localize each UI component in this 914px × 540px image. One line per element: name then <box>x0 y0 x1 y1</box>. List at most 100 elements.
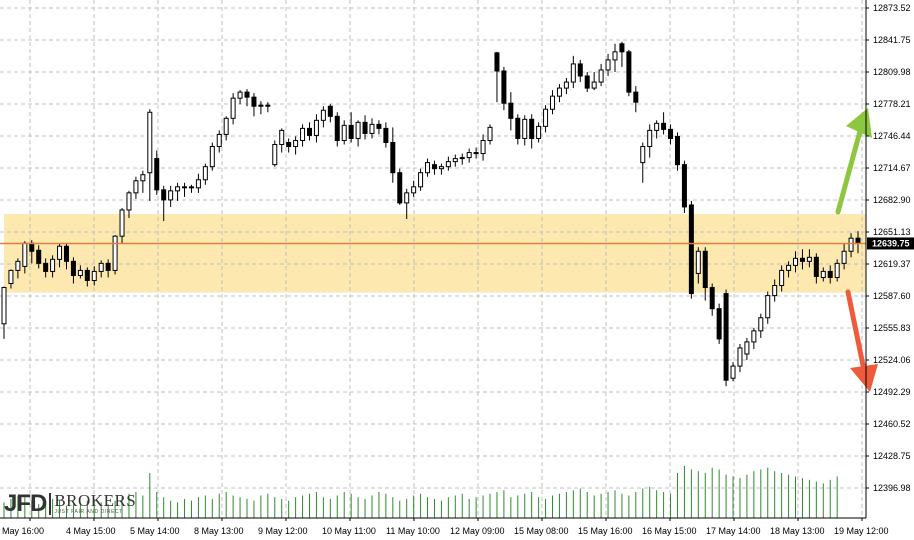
candle-body-up <box>320 109 326 121</box>
time-tick-label: 12 May 09:00 <box>450 526 505 536</box>
candle-body-up <box>605 59 611 71</box>
up-arrow-shaft <box>835 121 865 215</box>
candle-body-down <box>431 164 437 170</box>
candle-body-up <box>147 111 153 174</box>
time-tick-label: 4 May 15:00 <box>66 526 116 536</box>
time-tick-label: 15 May 08:00 <box>514 526 569 536</box>
candle-body-up <box>466 152 472 159</box>
candle-body-down <box>529 118 535 139</box>
candle-body-down <box>855 237 861 244</box>
candle-body-up <box>230 97 236 119</box>
candle-body-up <box>77 269 83 276</box>
candle-body-down <box>244 91 250 98</box>
candle-body-down <box>334 115 340 141</box>
candle-body-down <box>494 52 500 72</box>
candle-body-up <box>202 166 208 181</box>
logo-brokers-text: BROKERS <box>54 491 137 510</box>
candle-body-up <box>556 87 562 97</box>
candle-body-up <box>22 242 28 267</box>
time-tick-label: 17 May 14:00 <box>706 526 761 536</box>
price-tick-label: 12587.60 <box>873 291 911 301</box>
candle-body-down <box>390 141 396 174</box>
candle-body-up <box>848 237 854 252</box>
candle-body-up <box>209 146 215 168</box>
candle-body-down <box>661 122 667 130</box>
time-tick-label: 8 May 13:00 <box>194 526 244 536</box>
price-tick-label: 12682.90 <box>873 195 911 205</box>
candle-body-up <box>765 295 771 319</box>
current-price-badge <box>867 237 914 250</box>
candle-body-up <box>570 63 576 83</box>
candle-body-up <box>168 190 174 201</box>
candle-body-up <box>779 269 785 287</box>
price-tick-label: 12492.29 <box>873 387 911 397</box>
down-arrow-head <box>850 364 878 392</box>
candle-body-down <box>376 123 382 129</box>
candle-body-up <box>369 123 375 134</box>
candle-body-up <box>133 180 139 194</box>
time-tick-label: 18 May 13:00 <box>770 526 825 536</box>
candle-body-down <box>799 257 805 262</box>
candle-body-down <box>813 256 819 277</box>
price-tick-label: 12841.75 <box>873 35 911 45</box>
candle-body-down <box>29 242 35 252</box>
candle-body-down <box>709 287 715 310</box>
candle-body-up <box>758 317 764 332</box>
candle-body-up <box>480 139 486 155</box>
time-tick-label: 9 May 12:00 <box>258 526 308 536</box>
price-tick-label: 12396.98 <box>873 483 911 493</box>
candle-body-down <box>716 308 722 340</box>
candle-body-up <box>112 235 118 271</box>
candle-body-up <box>237 91 243 99</box>
candle-body-up <box>300 127 306 141</box>
candle-body-up <box>418 172 424 188</box>
candle-body-up <box>487 126 493 141</box>
candle-body-up <box>15 260 21 271</box>
candle-body-down <box>473 152 479 155</box>
candle-body-up <box>91 270 97 281</box>
candle-body-down <box>383 127 389 143</box>
candle-body-up <box>536 125 542 139</box>
candle-body-up <box>841 250 847 264</box>
candle-body-up <box>425 162 431 174</box>
candle-body-down <box>348 124 354 139</box>
price-tick-label: 12524.06 <box>873 355 911 365</box>
candle-body-up <box>452 158 458 163</box>
candle-body-down <box>154 158 160 191</box>
candle-body-up <box>50 258 56 272</box>
candle-body-up <box>772 285 778 297</box>
candle-body-up <box>182 186 188 189</box>
candle-body-up <box>563 81 569 89</box>
candle-body-down <box>674 135 680 166</box>
candle-body-down <box>36 249 42 264</box>
candle-body-up <box>591 81 597 89</box>
price-tick-label: 12428.75 <box>873 451 911 461</box>
candle-body-down <box>681 164 687 208</box>
candle-body-up <box>195 179 201 189</box>
candle-body-up <box>258 104 264 107</box>
candle-body-down <box>188 186 194 189</box>
logo-jfd-text: JFD <box>4 490 47 517</box>
price-tick-label: 12714.67 <box>873 163 911 173</box>
candle-body-down <box>584 75 590 89</box>
time-tick-label: 15 May 16:00 <box>578 526 633 536</box>
candle-body-up <box>1 287 7 325</box>
candle-body-down <box>63 245 69 262</box>
candle-body-up <box>445 161 451 168</box>
time-tick-label: 16 May 15:00 <box>642 526 697 536</box>
candle-body-down <box>251 96 257 107</box>
price-tick-label: 12651.13 <box>873 227 911 237</box>
candle-body-up <box>730 365 736 379</box>
candle-body-up <box>57 245 63 260</box>
candle-body-up <box>216 133 222 148</box>
candle-body-up <box>834 262 840 278</box>
candle-body-up <box>744 341 750 355</box>
candle-body-up <box>612 51 618 61</box>
candle-body-up <box>543 108 549 127</box>
candle-body-down <box>515 117 521 139</box>
candle-body-up <box>404 192 410 204</box>
logo-divider <box>49 493 52 515</box>
price-tick-label: 12619.37 <box>873 259 911 269</box>
candle-body-down <box>827 270 833 278</box>
